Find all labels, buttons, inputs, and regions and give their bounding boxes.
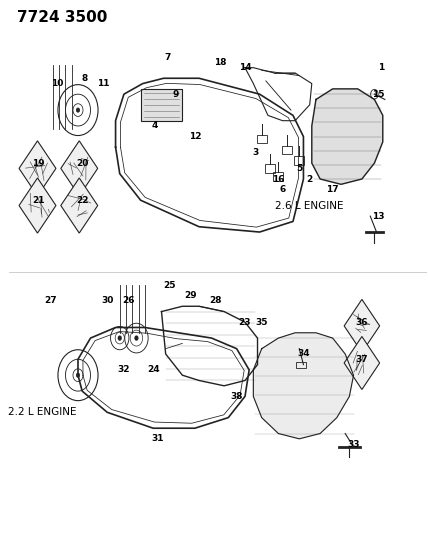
Circle shape (76, 108, 80, 112)
Circle shape (134, 335, 139, 341)
Bar (296, 362, 306, 368)
Text: 20: 20 (76, 159, 88, 167)
Bar (265, 164, 275, 173)
Polygon shape (19, 141, 56, 196)
Text: 7: 7 (165, 53, 171, 62)
Text: 14: 14 (239, 63, 251, 72)
Text: 6: 6 (279, 185, 286, 194)
Text: 29: 29 (184, 291, 197, 300)
Polygon shape (253, 333, 354, 439)
Polygon shape (312, 89, 383, 184)
Text: 24: 24 (147, 366, 160, 374)
Text: 1: 1 (377, 63, 384, 72)
Polygon shape (344, 336, 380, 390)
Text: 26: 26 (122, 296, 134, 305)
Text: 2.2 L ENGINE: 2.2 L ENGINE (8, 407, 77, 417)
Polygon shape (61, 141, 98, 196)
Text: 28: 28 (210, 296, 222, 305)
Text: 32: 32 (118, 366, 130, 374)
Text: 34: 34 (297, 350, 310, 359)
Text: 17: 17 (327, 185, 339, 194)
Text: 25: 25 (163, 280, 176, 289)
Text: 31: 31 (151, 434, 163, 443)
Text: 7724 3500: 7724 3500 (18, 10, 108, 25)
Text: 27: 27 (45, 296, 57, 305)
Text: 2: 2 (306, 174, 313, 183)
Text: 9: 9 (173, 90, 179, 99)
Text: 4: 4 (152, 122, 158, 131)
Text: 37: 37 (356, 355, 368, 364)
Text: 5: 5 (296, 164, 303, 173)
Text: 22: 22 (76, 196, 89, 205)
Text: 16: 16 (272, 174, 285, 183)
Polygon shape (19, 178, 56, 233)
Text: 13: 13 (372, 212, 385, 221)
Text: 23: 23 (239, 318, 251, 327)
Text: 2.6 L ENGINE: 2.6 L ENGINE (276, 200, 344, 211)
Text: 35: 35 (256, 318, 268, 327)
Text: 21: 21 (32, 196, 45, 205)
Circle shape (76, 373, 80, 377)
Bar (282, 146, 292, 154)
Text: 3: 3 (253, 148, 259, 157)
Text: 8: 8 (81, 74, 87, 83)
Text: 33: 33 (347, 440, 360, 449)
Text: 30: 30 (101, 296, 113, 305)
Bar (257, 135, 267, 143)
Polygon shape (141, 89, 182, 120)
Text: 36: 36 (356, 318, 368, 327)
Text: 10: 10 (51, 79, 63, 88)
Text: 15: 15 (372, 90, 385, 99)
Text: 12: 12 (189, 132, 201, 141)
Polygon shape (61, 178, 98, 233)
Bar (273, 172, 283, 181)
Text: 11: 11 (97, 79, 109, 88)
Text: 19: 19 (32, 159, 45, 167)
Text: 38: 38 (230, 392, 243, 401)
Circle shape (118, 335, 122, 341)
Text: 18: 18 (214, 58, 226, 67)
Bar (294, 156, 304, 165)
Polygon shape (344, 300, 380, 352)
